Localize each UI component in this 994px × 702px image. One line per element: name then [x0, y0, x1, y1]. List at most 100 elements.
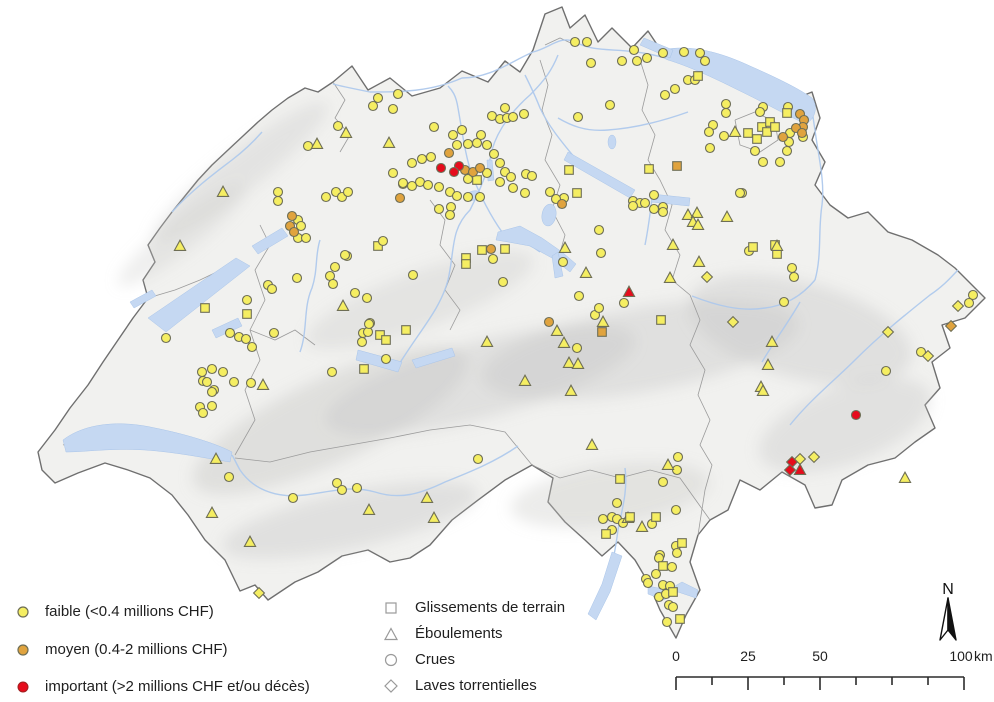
event-marker: [593, 224, 605, 236]
legend-eboulements: Éboulements: [383, 625, 503, 642]
event-marker: [480, 335, 494, 347]
event-marker: [743, 128, 753, 138]
event-marker: [788, 271, 800, 283]
event-marker: [444, 209, 456, 221]
scale-50: 50: [812, 648, 828, 664]
event-marker: [519, 187, 531, 199]
event-marker: [694, 47, 706, 59]
event-marker: [672, 451, 684, 463]
event-marker: [669, 83, 681, 95]
event-marker: [477, 245, 487, 255]
event-marker: [770, 239, 784, 251]
event-marker: [397, 177, 409, 189]
event-marker: [572, 188, 582, 198]
event-marker: [160, 332, 172, 344]
event-marker: [796, 127, 808, 139]
event-marker: [363, 318, 375, 330]
event-marker: [375, 330, 385, 340]
event-marker: [209, 452, 223, 464]
event-marker: [666, 561, 678, 573]
event-marker: [406, 157, 418, 169]
event-marker: [661, 616, 673, 628]
event-marker: [505, 171, 517, 183]
event-marker: [692, 255, 706, 267]
event-marker: [336, 484, 348, 496]
event-marker: [657, 47, 669, 59]
event-marker: [699, 55, 711, 67]
event-marker: [663, 271, 677, 283]
event-marker: [550, 324, 564, 336]
event-marker: [361, 292, 373, 304]
event-marker: [447, 129, 459, 141]
event-marker: [336, 299, 350, 311]
event-marker: [427, 511, 441, 523]
event-marker: [597, 327, 607, 337]
event-marker: [644, 164, 654, 174]
event-marker: [200, 303, 210, 313]
legend-label-eboulements: Éboulements: [415, 625, 503, 642]
event-marker: [774, 156, 786, 168]
event-marker: [342, 186, 354, 198]
event-marker: [765, 335, 779, 347]
event-marker: [734, 187, 746, 199]
event-marker: [921, 349, 935, 363]
event-marker: [604, 99, 616, 111]
event-marker: [310, 137, 324, 149]
event-marker: [618, 297, 630, 309]
event-marker: [422, 179, 434, 191]
event-marker: [173, 239, 187, 251]
event-marker: [246, 341, 258, 353]
event-marker: [728, 125, 742, 137]
event-marker: [329, 261, 341, 273]
legend-severity-important: important (>2 millions CHF et/ou décès): [15, 678, 310, 695]
event-marker: [786, 262, 798, 274]
event-marker: [435, 162, 447, 174]
event-marker: [611, 497, 623, 509]
event-marker: [471, 137, 483, 149]
event-marker: [223, 471, 235, 483]
event-marker: [675, 614, 685, 624]
event-marker: [781, 145, 793, 157]
event-marker: [252, 586, 266, 600]
event-marker: [327, 278, 339, 290]
event-marker: [326, 366, 338, 378]
event-marker: [380, 353, 392, 365]
event-marker: [765, 117, 775, 127]
event-marker: [356, 336, 368, 348]
event-marker: [573, 290, 585, 302]
event-marker: [880, 365, 892, 377]
event-marker: [783, 463, 797, 477]
event-marker: [416, 153, 428, 165]
event-marker: [256, 378, 270, 390]
legend-crues: Crues: [383, 651, 455, 668]
event-marker: [658, 561, 668, 571]
event-marker: [499, 102, 511, 114]
event-marker: [332, 120, 344, 132]
event-marker: [497, 276, 509, 288]
event-marker: [359, 364, 369, 374]
event-marker: [206, 363, 218, 375]
event-marker: [671, 464, 683, 476]
event-marker: [300, 232, 312, 244]
event-marker: [778, 296, 790, 308]
event-marker: [433, 181, 445, 193]
event-marker: [782, 108, 792, 118]
event-marker: [967, 289, 979, 301]
event-marker: [672, 161, 682, 171]
north-arrow: N: [939, 581, 957, 641]
event-marker: [518, 374, 532, 386]
event-marker: [757, 156, 769, 168]
event-marker: [668, 587, 678, 597]
event-marker: [639, 197, 651, 209]
event-marker: [382, 136, 396, 148]
event-marker: [288, 226, 300, 238]
event-marker: [677, 538, 687, 548]
legend-label-glissements: Glissements de terrain: [415, 599, 566, 616]
event-marker: [481, 139, 493, 151]
event-marker: [377, 235, 389, 247]
event-marker: [433, 203, 445, 215]
event-marker: [657, 476, 669, 488]
event-marker: [557, 336, 571, 348]
